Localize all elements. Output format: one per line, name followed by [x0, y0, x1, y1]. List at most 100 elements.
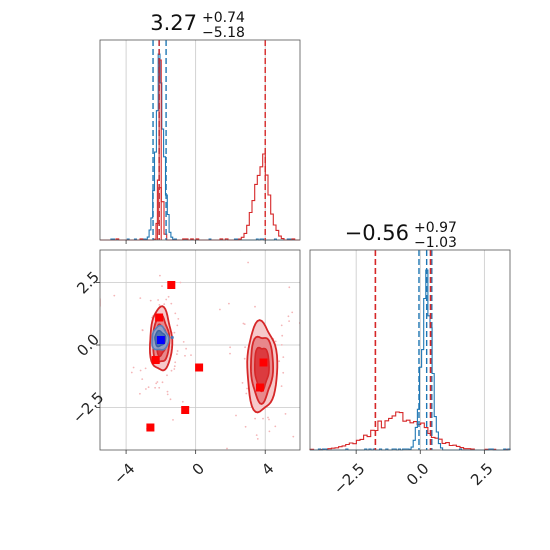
joint-scatter-point	[154, 386, 157, 389]
joint-scatter-point	[165, 298, 168, 301]
joint-scatter-point	[132, 366, 135, 369]
joint-red-marker-7	[181, 406, 190, 414]
joint-scatter-point	[141, 378, 144, 380]
joint-scatter-point	[156, 381, 159, 383]
joint-scatter-point	[182, 341, 185, 343]
joint-scatter-point	[155, 382, 158, 385]
joint-scatter-point	[181, 400, 184, 403]
joint-red-marker-4	[195, 363, 204, 372]
joint-scatter-point	[141, 329, 144, 332]
joint-scatter-point	[282, 371, 285, 374]
joint-scatter-point	[169, 398, 172, 401]
joint-scatter-point	[267, 416, 269, 419]
joint-scatter-point	[173, 368, 176, 370]
joint-scatter-point	[161, 285, 163, 287]
joint-scatter-point	[173, 331, 176, 334]
joint-scatter-point	[292, 435, 295, 438]
param1-title-value: −0.56	[345, 221, 409, 245]
joint-scatter-point	[235, 414, 237, 417]
joint-scatter-point	[255, 434, 258, 436]
joint-scatter-point	[167, 295, 170, 298]
joint-scatter-point	[245, 392, 248, 395]
param1-histogram-grid	[355, 250, 485, 450]
joint-blue-outlier	[170, 335, 174, 340]
joint-scatter-point	[288, 320, 290, 322]
joint-scatter-point	[176, 350, 179, 352]
joint-scatter-point	[254, 417, 256, 420]
joint-red-marker-5	[259, 358, 268, 367]
joint-scatter-point	[287, 315, 290, 318]
param1-title-plus: +0.97	[414, 220, 457, 236]
joint-scatter-point	[247, 261, 250, 264]
param0-histogram-ticks	[125, 240, 266, 244]
joint-scatter-point	[284, 413, 287, 415]
joint-scatter-point	[254, 305, 256, 308]
joint-scatter-point	[268, 430, 271, 433]
joint-scatter-point	[288, 286, 291, 289]
joint-scatter-point	[173, 365, 176, 368]
joint-red-marker-1	[167, 281, 176, 289]
joint-scatter-point	[274, 340, 277, 343]
joint-scatter-point	[228, 302, 230, 305]
param1-histogram-panel: −2.5 0.0 2.5 −0.56 +0.97 −1.03	[309, 220, 511, 498]
joint-red-marker-3	[151, 356, 160, 364]
joint-scatter-point	[185, 347, 188, 350]
joint-content	[100, 250, 300, 450]
joint-scatter-point	[159, 274, 161, 277]
joint-scatter-point	[166, 390, 169, 393]
joint-red-marker-2	[155, 313, 164, 322]
joint-scatter-point	[161, 381, 164, 384]
param1-title-minus: −1.03	[414, 235, 457, 251]
joint-scatter-point	[174, 361, 177, 364]
param1-histogram-frame	[309, 249, 511, 451]
joint-scatter-point	[139, 392, 141, 395]
joint-scatter-point	[256, 438, 259, 440]
joint-scatter-point	[274, 425, 277, 428]
joint-scatter-point	[144, 367, 147, 370]
param0-histogram-panel: 3.27 +0.74 −5.18	[99, 10, 301, 244]
param1-red-histogram	[309, 411, 511, 451]
param0-histogram-background	[100, 40, 300, 240]
joint-scatter-point	[291, 311, 294, 314]
joint-scatter-point	[177, 318, 180, 320]
param0-title-minus: −5.18	[202, 25, 245, 41]
joint-scatter-point	[174, 312, 177, 315]
joint-scatter-point	[229, 352, 231, 355]
joint-scatter-point	[278, 360, 281, 363]
joint-scatter-point	[179, 281, 182, 284]
joint-scatter-point	[280, 385, 283, 387]
joint-scatter-point	[190, 354, 192, 356]
joint-scatter-point	[281, 334, 284, 337]
joint-scatter-point	[176, 353, 178, 355]
joint-scatter-point	[268, 418, 270, 421]
param1-histogram-background	[310, 250, 510, 450]
joint-scatter-point	[243, 357, 246, 360]
joint-scatter-point	[139, 369, 142, 372]
joint-frame	[99, 249, 301, 451]
joint-scatter-point	[157, 299, 160, 301]
joint-red-marker-8	[146, 423, 155, 432]
joint-scatter-point	[184, 354, 186, 357]
joint-scatter-point	[244, 346, 247, 349]
joint-scatter-point	[163, 303, 166, 305]
joint-scatter-point	[139, 297, 142, 299]
param0-histogram-frame	[99, 39, 301, 241]
joint-scatter-point	[242, 322, 245, 325]
param0-title-plus: +0.74	[202, 10, 245, 26]
joint-scatter-point	[130, 371, 133, 374]
param0-red-spike	[156, 59, 162, 240]
joint-scatter-point	[244, 425, 247, 428]
joint-scatter-point	[170, 369, 173, 372]
joint-scatter-point	[147, 386, 150, 389]
joint-scatter-point	[145, 388, 147, 390]
joint-scatter-point	[282, 356, 285, 358]
joint-scatter-point	[113, 294, 116, 297]
joint-scatter-point	[158, 304, 161, 306]
joint-scatter-point	[158, 386, 161, 389]
param0-title-value: 3.27	[150, 11, 197, 35]
joint-blue-marker	[156, 336, 165, 344]
joint-scatter-point	[170, 302, 173, 305]
joint-scatter-point	[229, 346, 232, 349]
joint-scatter-point	[219, 308, 221, 311]
